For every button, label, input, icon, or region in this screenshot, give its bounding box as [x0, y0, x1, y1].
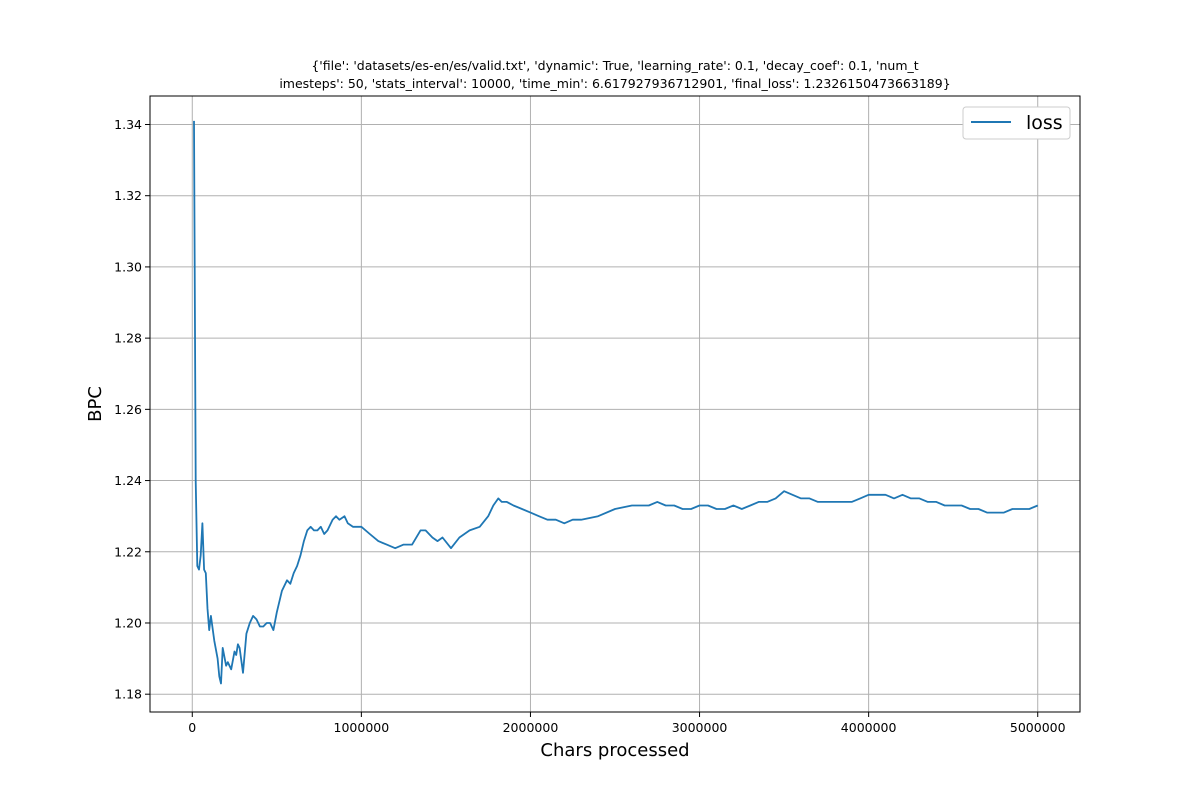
- legend-label-loss: loss: [1026, 112, 1063, 134]
- x-tick-label: 3000000: [672, 720, 728, 735]
- chart-title-line-2: imesteps': 50, 'stats_interval': 10000, …: [279, 76, 950, 91]
- y-tick-label: 1.22: [114, 544, 142, 559]
- x-tick-label: 5000000: [1010, 720, 1066, 735]
- x-axis-label: Chars processed: [540, 740, 689, 761]
- y-tick-label: 1.26: [114, 402, 142, 417]
- x-tick-label: 1000000: [334, 720, 390, 735]
- grid-layer: [150, 96, 1080, 712]
- x-tick-label: 2000000: [503, 720, 559, 735]
- y-tick-label: 1.30: [114, 259, 142, 274]
- legend: loss: [962, 106, 1071, 140]
- series-line-loss: [193, 120, 1039, 685]
- y-tick-label: 1.18: [114, 687, 142, 702]
- y-tick-label: 1.20: [114, 615, 142, 630]
- y-tick-label: 1.32: [114, 188, 142, 203]
- y-tick-label: 1.28: [114, 331, 142, 346]
- chart-title-line-1: {'file': 'datasets/es-en/es/valid.txt', …: [311, 58, 918, 73]
- series-layer: [193, 120, 1039, 685]
- x-tick-label: 4000000: [841, 720, 897, 735]
- y-axis-label: BPC: [85, 386, 106, 422]
- ticks-layer: 0 1000000 2000000 3000000 4000000 5000000 1.18…: [114, 117, 1065, 735]
- x-tick-label: 0: [188, 720, 196, 735]
- plot-frame: [149, 95, 1081, 713]
- legend-box: [962, 106, 1071, 140]
- y-tick-label: 1.24: [114, 473, 142, 488]
- y-tick-label: 1.34: [114, 117, 142, 132]
